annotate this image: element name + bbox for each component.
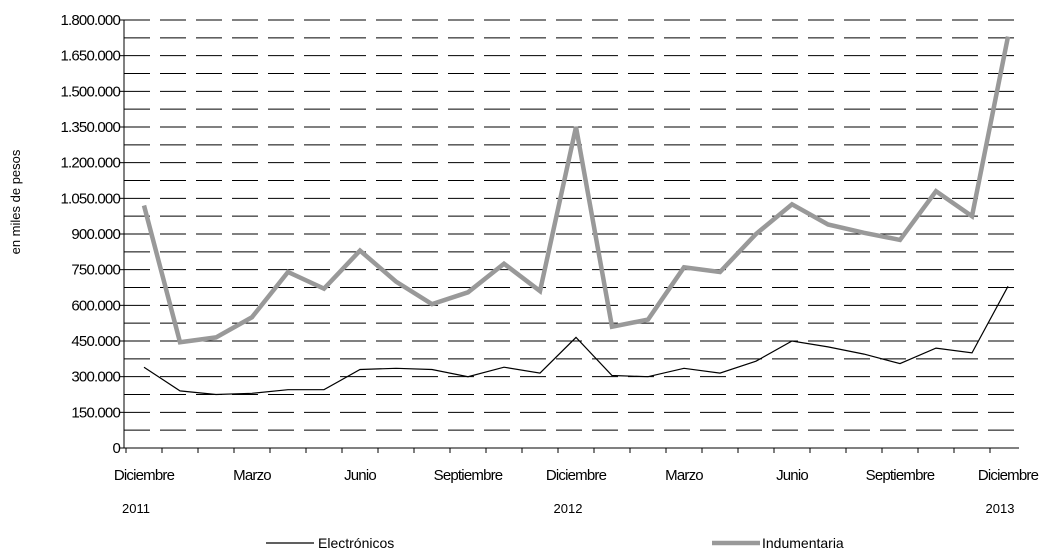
legend-label: Electrónicos: [318, 535, 394, 551]
y-tick-label: 0: [112, 440, 120, 457]
grid-lines: [124, 19, 1019, 431]
series-lines: [141, 36, 1011, 396]
series-line-electronicos: [143, 286, 1009, 396]
y-tick-label: 450.000: [71, 333, 120, 350]
year-label: 2013: [986, 501, 1015, 516]
legend: Electrónicos Indumentaria: [266, 535, 844, 551]
y-axis: 0 150.000 300.000 450.000 600.000 750.000 900.…: [60, 12, 125, 457]
x-tick-label: Diciembre: [114, 467, 175, 484]
x-tick-label: Diciembre: [978, 467, 1039, 484]
x-tick-label: Septiembre: [434, 467, 503, 484]
y-tick-label: 300.000: [71, 369, 120, 386]
y-tick-label: 1.500.000: [60, 83, 120, 100]
y-tick-label: 1.800.000: [60, 12, 120, 29]
legend-label: Indumentaria: [762, 535, 844, 551]
x-tick-label: Marzo: [665, 467, 703, 484]
x-tick-label: Marzo: [233, 467, 271, 484]
y-tick-label: 900.000: [71, 226, 120, 243]
x-tick-label: Septiembre: [866, 467, 935, 484]
y-tick-label: 1.350.000: [60, 119, 120, 136]
year-label: 2011: [122, 501, 150, 516]
x-tick-label: Junio: [344, 467, 376, 484]
x-tick-label: Diciembre: [546, 467, 607, 484]
series-line-indumentaria: [141, 36, 1011, 345]
y-tick-label: 1.650.000: [60, 48, 120, 65]
y-tick-label: 1.200.000: [60, 155, 120, 172]
year-label: 2012: [554, 501, 583, 516]
y-tick-label: 600.000: [71, 297, 120, 314]
y-tick-label: 750.000: [71, 262, 120, 279]
x-tick-label: Junio: [776, 467, 808, 484]
x-axis: Diciembre Marzo Junio Septiembre Diciembre Ma…: [114, 447, 1039, 516]
y-tick-label: 1.050.000: [60, 190, 120, 207]
y-tick-label: 150.000: [71, 404, 120, 421]
y-axis-title: en miles de pesos: [8, 149, 23, 254]
